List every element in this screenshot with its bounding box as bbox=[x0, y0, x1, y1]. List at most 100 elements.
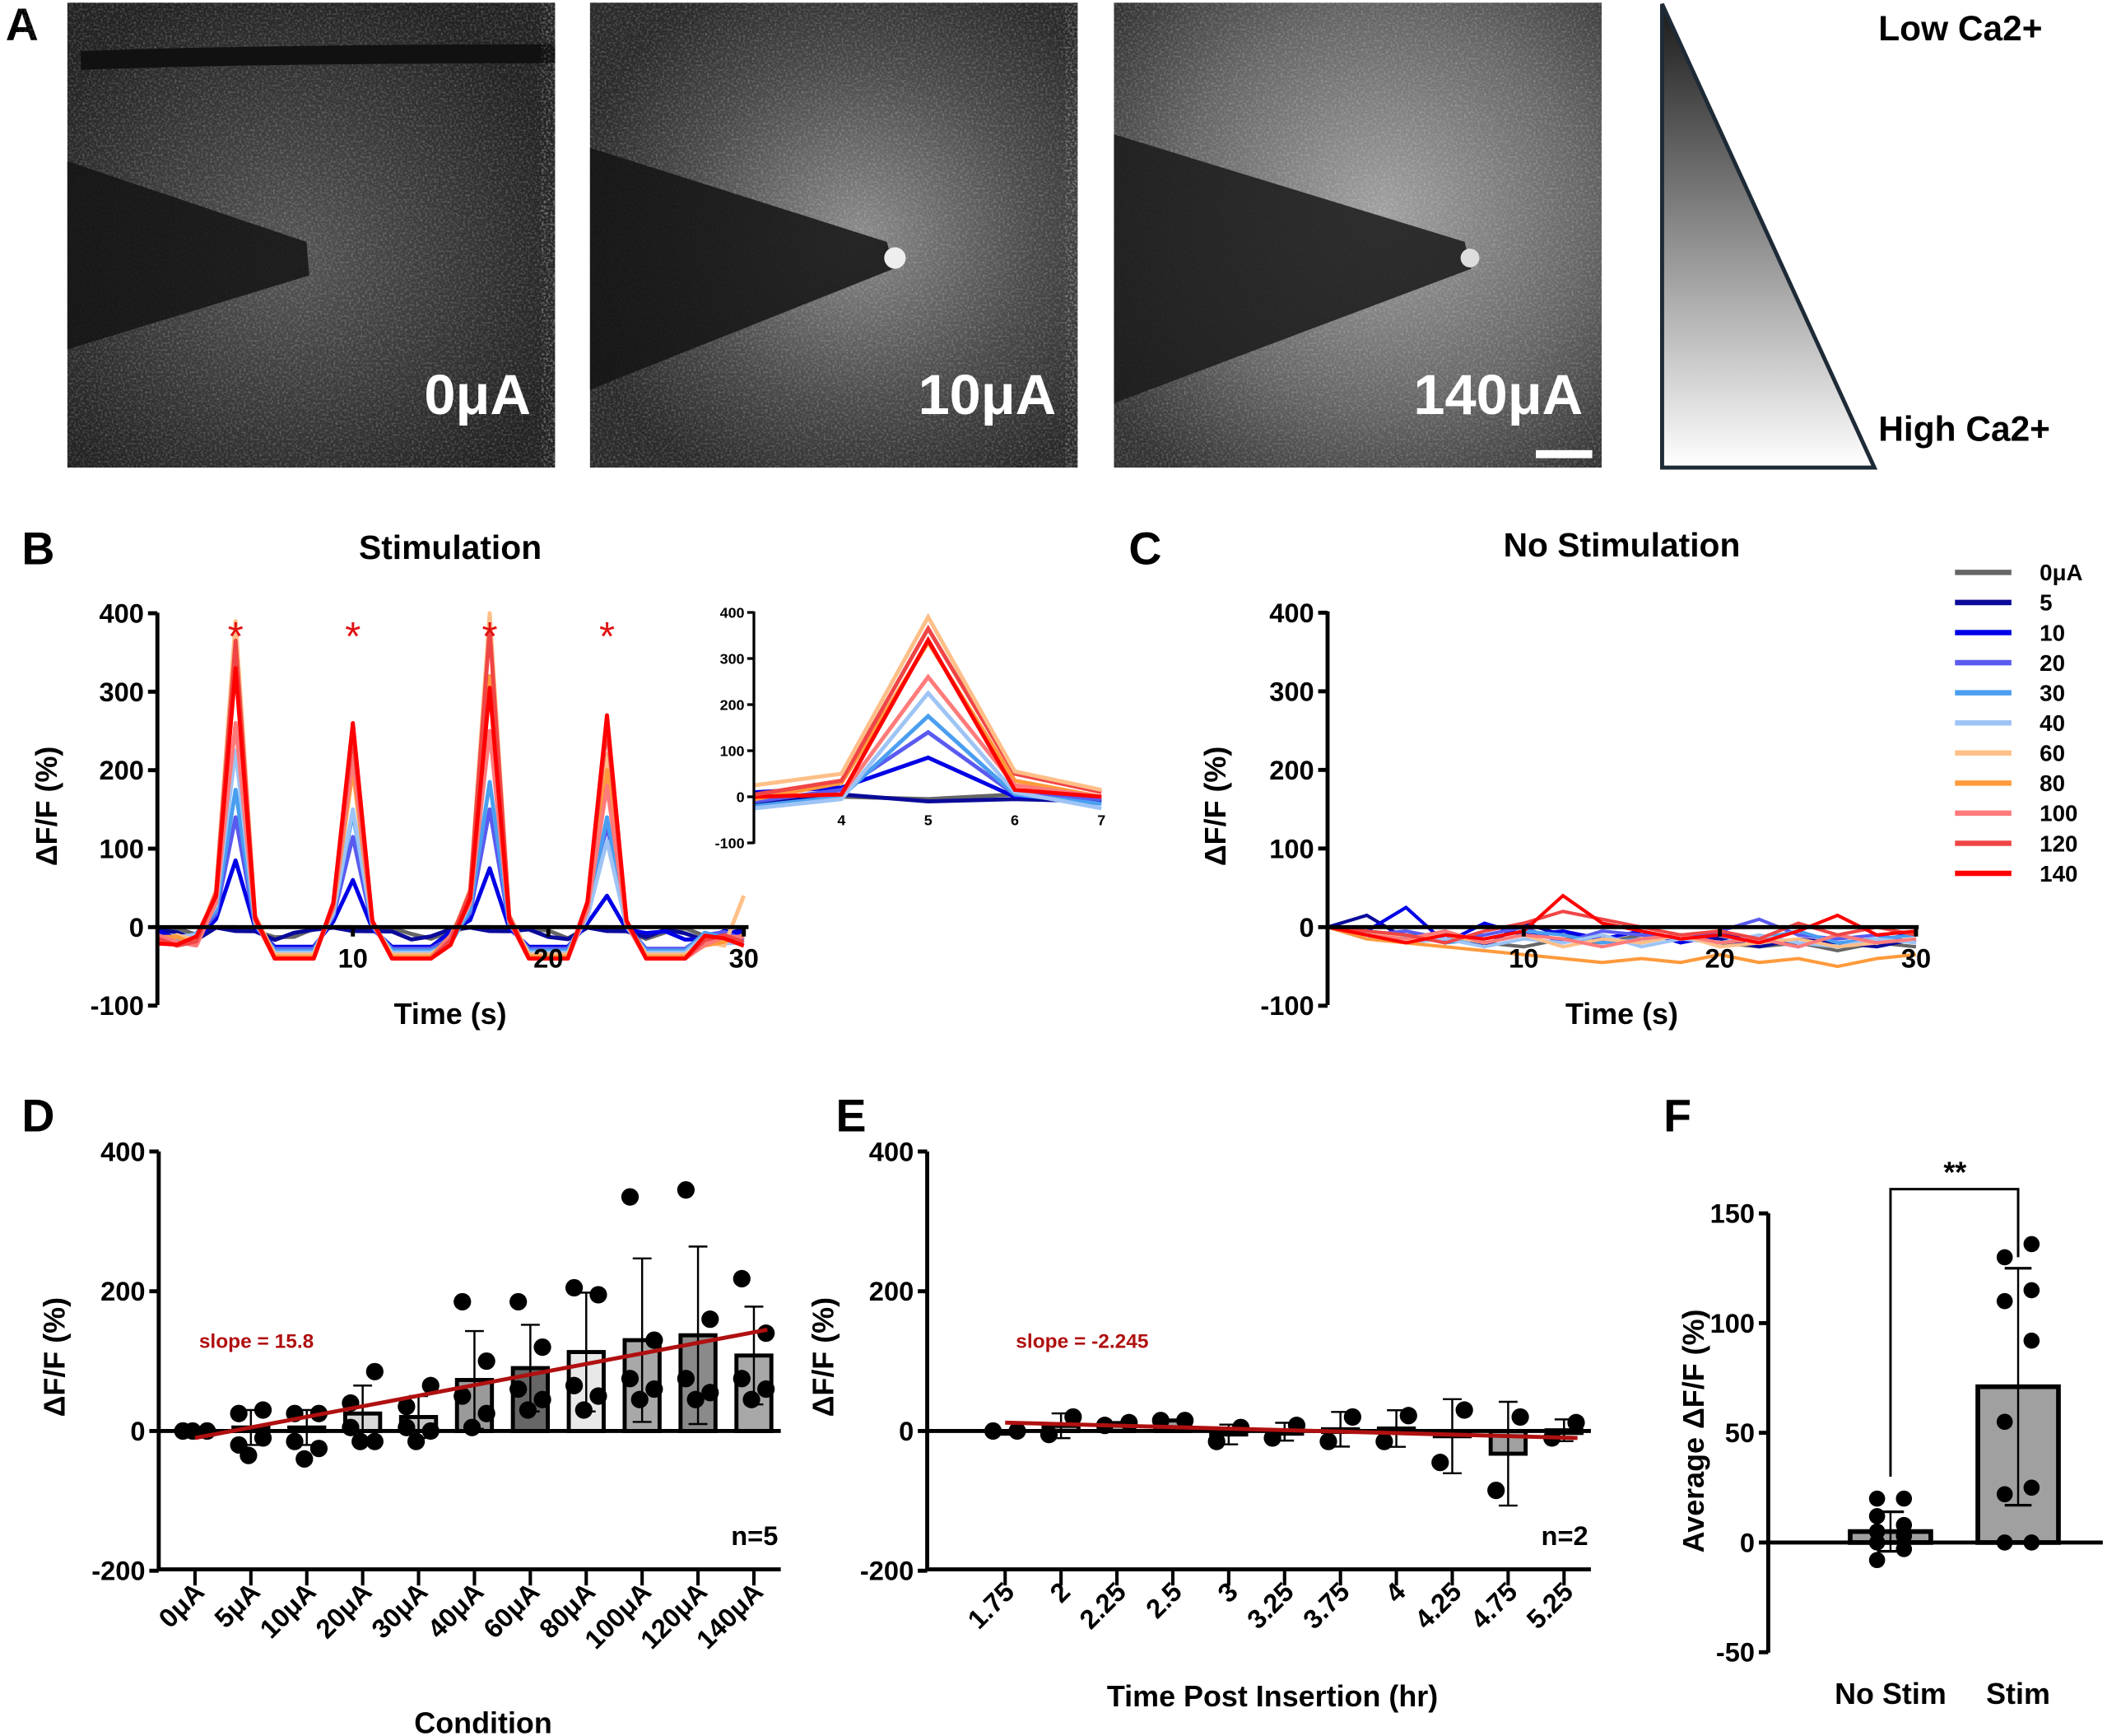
y-tick-label: 400 bbox=[100, 1136, 145, 1166]
data-point bbox=[621, 1370, 640, 1388]
scale-bar bbox=[1536, 449, 1593, 458]
data-point bbox=[733, 1370, 751, 1388]
data-point bbox=[407, 1432, 426, 1450]
data-point bbox=[230, 1436, 248, 1454]
data-point bbox=[621, 1188, 640, 1206]
x-tick-label: 20μA bbox=[309, 1576, 378, 1645]
data-point bbox=[1895, 1516, 1913, 1534]
y-tick-label: 200 bbox=[99, 755, 143, 785]
x-tick-label: Stim bbox=[1986, 1677, 2050, 1710]
data-point bbox=[1996, 1486, 2013, 1503]
n-label: n=2 bbox=[1542, 1520, 1588, 1551]
x-tick-label: 2.5 bbox=[1140, 1576, 1188, 1624]
x-tick-label: 30 bbox=[729, 942, 759, 973]
significance-bracket bbox=[1889, 1188, 2020, 1477]
data-point bbox=[365, 1432, 384, 1450]
y-tick-label: 0 bbox=[737, 789, 745, 806]
inset-trace-140 bbox=[755, 635, 1102, 799]
image-label: 10μA bbox=[919, 363, 1057, 426]
y-tick-label: 0 bbox=[130, 1416, 145, 1446]
inset-trace-5 bbox=[754, 792, 1102, 806]
legend-label: 60 bbox=[2040, 741, 2065, 766]
data-point bbox=[645, 1380, 663, 1399]
y-axis-label: ΔF/F (%) bbox=[1198, 747, 1232, 866]
x-tick-label: 1.75 bbox=[961, 1576, 1020, 1635]
legend-label: 40 bbox=[2040, 710, 2065, 736]
data-point bbox=[398, 1398, 416, 1416]
data-point bbox=[1040, 1426, 1058, 1444]
data-point bbox=[1375, 1432, 1393, 1450]
y-tick-label: 100 bbox=[720, 743, 745, 760]
data-point bbox=[1343, 1408, 1361, 1426]
y-axis-label: Average ΔF/F (%) bbox=[1677, 1310, 1710, 1553]
panel-label-a: A bbox=[6, 0, 39, 50]
image-label: 0μA bbox=[424, 363, 531, 426]
stimulation-marker: * bbox=[481, 615, 497, 659]
legend-label: 100 bbox=[2040, 801, 2077, 826]
inset-trace-40 bbox=[754, 690, 1102, 811]
y-tick-label: -200 bbox=[860, 1556, 914, 1586]
inset-trace-120 bbox=[754, 624, 1102, 797]
x-tick-label: 0μA bbox=[152, 1576, 210, 1634]
significance-label: ** bbox=[1943, 1155, 1966, 1189]
y-tick-label: 0 bbox=[1300, 912, 1314, 942]
low-ca-label: Low Ca2+ bbox=[1878, 9, 2042, 48]
bars-f bbox=[1848, 1236, 2061, 1569]
data-point bbox=[565, 1278, 584, 1297]
panel-label-b: B bbox=[21, 524, 54, 575]
data-point bbox=[1176, 1412, 1194, 1430]
stimulation-marker: * bbox=[228, 615, 244, 659]
data-point bbox=[677, 1181, 695, 1199]
data-point bbox=[398, 1418, 416, 1436]
micrograph-140ua: 140μA bbox=[1114, 2, 1602, 468]
trace-140 bbox=[157, 666, 745, 961]
data-point bbox=[463, 1418, 481, 1436]
data-point bbox=[453, 1387, 472, 1405]
data-point bbox=[1120, 1413, 1138, 1431]
data-point bbox=[286, 1432, 304, 1450]
y-tick-label: 300 bbox=[1269, 676, 1314, 706]
y-tick-label: 0 bbox=[899, 1416, 914, 1446]
legend: 0μA 5 10 20 30 40 60 80 100 120 140 bbox=[1955, 560, 2083, 887]
data-point bbox=[509, 1292, 528, 1311]
data-point bbox=[574, 1401, 593, 1419]
data-point bbox=[757, 1380, 775, 1399]
slope-annotation: slope = -2.245 bbox=[1016, 1330, 1148, 1352]
data-point bbox=[2023, 1479, 2040, 1496]
regression-line bbox=[194, 1327, 768, 1440]
data-point bbox=[589, 1286, 607, 1304]
data-point bbox=[519, 1401, 537, 1419]
y-tick-label: 200 bbox=[869, 1276, 914, 1306]
x-tick-label: 7 bbox=[1097, 812, 1105, 828]
chart-title-b: Stimulation bbox=[359, 528, 542, 566]
traces-c bbox=[1327, 893, 1917, 969]
legend-label: 20 bbox=[2040, 650, 2065, 676]
inset-trace-80 bbox=[754, 638, 1102, 802]
x-tick-label: 10 bbox=[1509, 942, 1538, 973]
data-point bbox=[1996, 1413, 2013, 1431]
x-tick-label: 2.25 bbox=[1073, 1576, 1132, 1635]
x-tick-label: 5 bbox=[924, 812, 933, 828]
legend-label: 30 bbox=[2040, 680, 2065, 705]
x-tick-label: No Stim bbox=[1835, 1677, 1947, 1710]
legend-label: 10 bbox=[2040, 620, 2065, 645]
legend-label: 5 bbox=[2040, 590, 2052, 616]
stimulation-marker: * bbox=[599, 615, 615, 659]
data-point bbox=[1868, 1508, 1886, 1524]
data-point bbox=[1207, 1432, 1226, 1450]
x-tick-label: 3.25 bbox=[1241, 1576, 1300, 1635]
x-tick-label: 6 bbox=[1011, 812, 1019, 828]
data-point bbox=[565, 1376, 584, 1394]
inset-trace-60 bbox=[754, 612, 1102, 792]
x-tick-label: 60μA bbox=[477, 1576, 546, 1645]
y-tick-label: -100 bbox=[715, 835, 745, 852]
y-tick-label: 200 bbox=[1269, 755, 1314, 785]
y-tick-label: 400 bbox=[99, 598, 143, 628]
x-tick-label: 4 bbox=[837, 812, 845, 828]
x-tick-label: 30 bbox=[1901, 942, 1931, 973]
slope-annotation: slope = 15.8 bbox=[199, 1330, 314, 1352]
x-axis-label: Time (s) bbox=[1565, 997, 1678, 1031]
data-point bbox=[1868, 1490, 1886, 1507]
y-tick-label: 100 bbox=[1269, 833, 1314, 863]
trace-60 bbox=[1327, 925, 1917, 949]
